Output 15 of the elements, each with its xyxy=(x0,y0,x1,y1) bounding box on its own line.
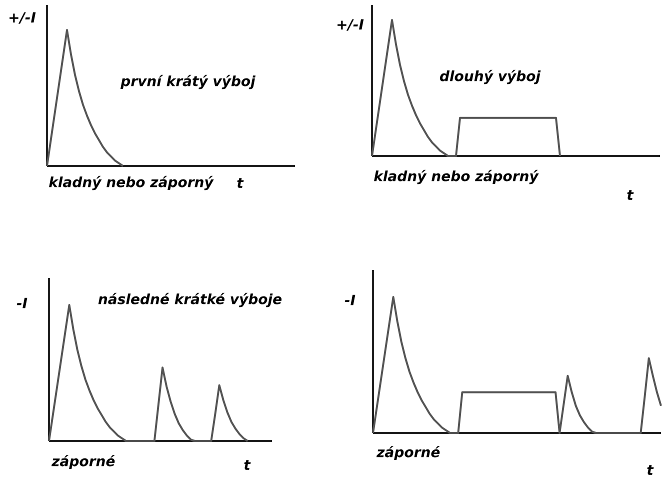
text: kladný nebo záporný xyxy=(49,176,214,190)
y-axis-title: -I xyxy=(16,298,28,308)
text: první krátý výboj xyxy=(120,74,256,90)
chart-title: následné krátké výboje xyxy=(98,292,282,308)
x-axis-title: t xyxy=(627,190,634,200)
y-axis-title: -I xyxy=(344,294,356,306)
x-axis-title: t xyxy=(237,178,244,188)
text: záporné xyxy=(376,446,440,460)
x-axis-title: t xyxy=(244,460,251,470)
text: dlouhý výboj xyxy=(440,70,541,84)
y-axis-title: +/-I xyxy=(10,12,36,24)
text: záporné xyxy=(51,454,115,470)
text: kladný nebo záporný xyxy=(374,170,539,184)
y-axis-title: +/-I xyxy=(338,19,364,31)
x-axis-title: t xyxy=(647,465,654,475)
